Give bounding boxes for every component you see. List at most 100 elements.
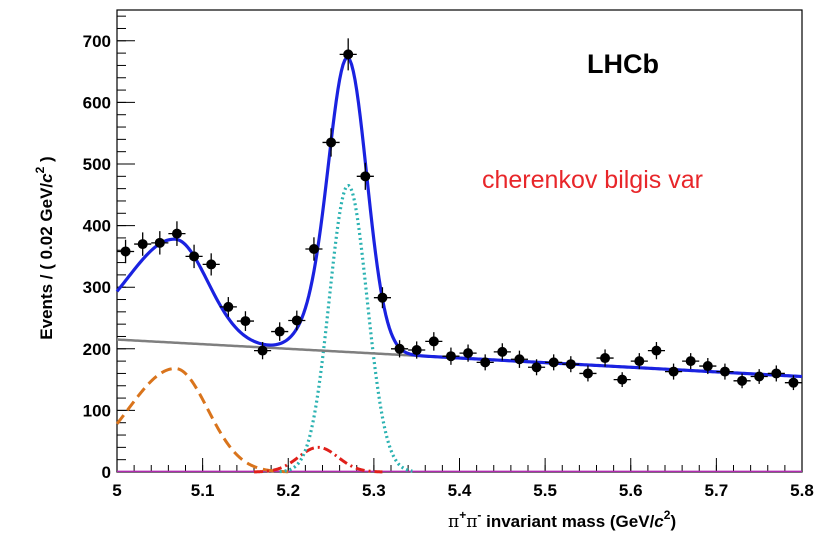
- x-tick-label: 5.6: [619, 481, 643, 500]
- data-marker: [565, 359, 576, 370]
- y-title-close: ): [37, 156, 56, 166]
- data-point: [476, 354, 494, 371]
- data-point: [733, 373, 751, 389]
- x-tick-label: 5.5: [533, 481, 557, 500]
- data-point: [151, 231, 169, 255]
- y-tick-label: 600: [83, 93, 111, 112]
- data-marker: [497, 346, 508, 357]
- data-marker: [394, 343, 405, 354]
- data-point: [202, 253, 220, 276]
- x-tick-label: 5.2: [276, 481, 300, 500]
- data-point: [613, 372, 631, 387]
- annotation-text: cherenkov bilgis var: [482, 166, 703, 194]
- plot-frame: [116, 9, 803, 473]
- data-point: [254, 342, 272, 360]
- y-title-c: c: [37, 173, 56, 183]
- data-point: [596, 349, 614, 367]
- data-marker: [137, 239, 148, 250]
- data-point: [545, 354, 563, 371]
- data-marker: [463, 348, 474, 359]
- x-title-sup2: -: [477, 508, 481, 522]
- data-marker: [788, 377, 799, 388]
- data-marker: [343, 49, 354, 60]
- data-point: [391, 340, 409, 358]
- data-point: [134, 232, 152, 256]
- data-point: [305, 237, 323, 261]
- y-tick-labels: 0 100 200 300 400 500 600 700: [83, 32, 111, 482]
- misidentified-curve: [253, 445, 383, 474]
- x-tick-label: 5.8: [790, 481, 814, 500]
- data-point: [767, 365, 785, 382]
- data-marker: [120, 246, 131, 257]
- data-point: [562, 356, 580, 373]
- y-tick-label: 0: [102, 463, 111, 482]
- data-point: [185, 244, 203, 269]
- data-point: [288, 310, 306, 331]
- y-tick-label: 700: [83, 32, 111, 51]
- data-marker: [274, 326, 285, 337]
- x-title-pi2: π: [466, 512, 477, 532]
- data-marker: [480, 357, 491, 368]
- data-point: [322, 128, 340, 157]
- data-marker: [257, 345, 268, 356]
- data-point: [425, 332, 443, 351]
- data-point: [459, 344, 477, 362]
- data-point: [408, 341, 426, 359]
- data-marker: [223, 301, 234, 312]
- data-point: [510, 350, 528, 368]
- data-marker: [600, 353, 611, 364]
- partially-reconstructed-curve: [115, 367, 289, 474]
- data-point: [528, 359, 546, 376]
- data-point: [236, 311, 254, 331]
- x-tick-label: 5.4: [448, 481, 472, 500]
- data-point: [699, 358, 717, 375]
- x-tick-label: 5: [112, 481, 121, 500]
- x-title-pi1: π: [448, 512, 459, 532]
- data-point: [665, 363, 683, 380]
- data-marker: [771, 368, 782, 379]
- data-point: [219, 297, 237, 317]
- data-point: [356, 162, 374, 190]
- data-marker: [685, 356, 696, 367]
- data-marker: [189, 251, 200, 262]
- data-marker: [719, 366, 730, 377]
- data-marker: [206, 259, 217, 270]
- y-axis-title: Events / ( 0.02 GeV/c2 ): [33, 156, 56, 339]
- data-marker: [668, 366, 679, 377]
- data-marker: [308, 244, 319, 255]
- data-marker: [326, 137, 337, 148]
- x-title-close: ): [670, 512, 676, 531]
- data-point: [579, 365, 597, 382]
- data-point: [493, 343, 511, 361]
- x-title-c: c: [654, 512, 664, 531]
- x-title-text: invariant mass (GeV/: [481, 512, 654, 531]
- data-marker: [651, 345, 662, 356]
- data-point: [117, 239, 135, 264]
- data-marker: [377, 292, 388, 303]
- x-tick-label: 5.7: [705, 481, 729, 500]
- data-point: [647, 342, 665, 360]
- data-marker: [154, 237, 165, 248]
- data-marker: [754, 371, 765, 382]
- data-marker: [617, 374, 628, 385]
- y-tick-label: 200: [83, 340, 111, 359]
- data-point: [750, 369, 768, 384]
- data-marker: [634, 356, 645, 367]
- data-marker: [171, 228, 182, 239]
- x-axis-title: π+π- invariant mass (GeV/c2): [448, 508, 676, 532]
- data-marker: [411, 345, 422, 356]
- x-title-sup1: +: [459, 508, 466, 522]
- y-tick-label: 300: [83, 278, 111, 297]
- data-marker: [582, 368, 593, 379]
- data-marker: [428, 336, 439, 347]
- data-marker: [531, 362, 542, 373]
- data-points: [117, 38, 802, 391]
- data-marker: [360, 171, 371, 182]
- data-marker: [445, 351, 456, 362]
- data-point: [168, 221, 186, 246]
- y-tick-label: 500: [83, 155, 111, 174]
- data-point: [784, 375, 802, 391]
- data-marker: [291, 315, 302, 326]
- y-title-sup: 2: [33, 166, 47, 173]
- y-tick-label: 100: [83, 401, 111, 420]
